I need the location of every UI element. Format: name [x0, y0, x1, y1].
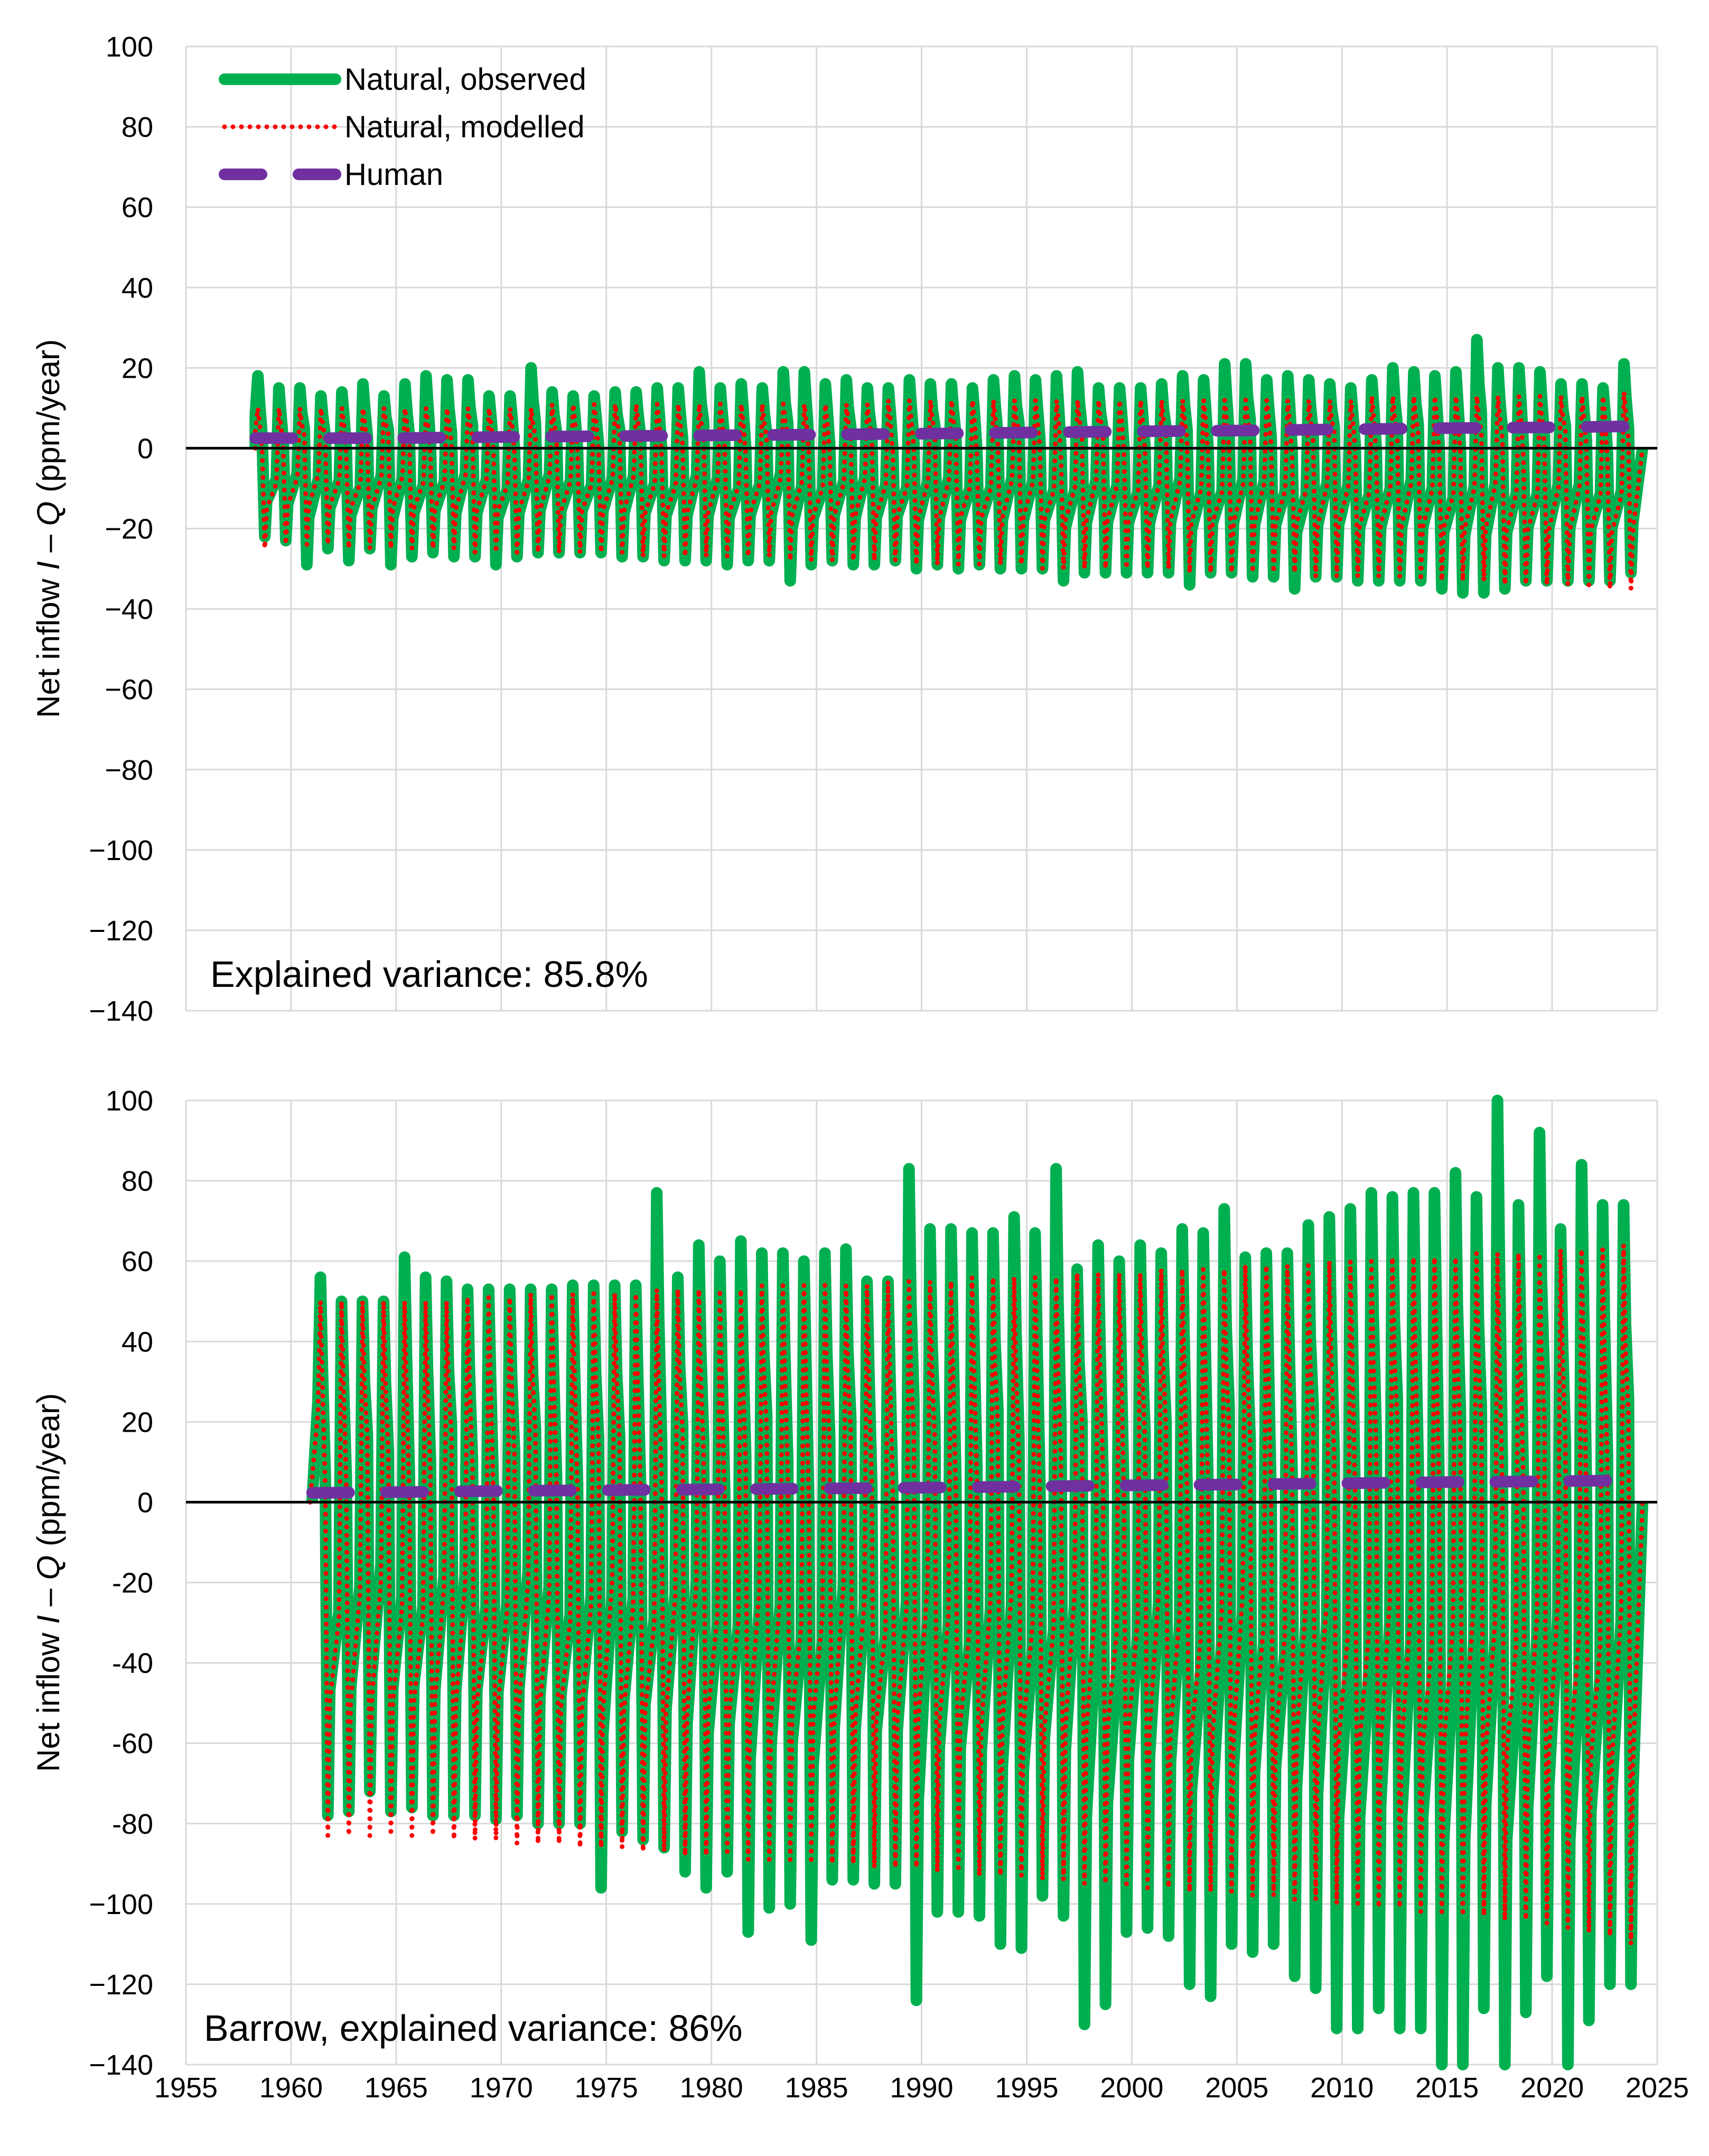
top-chart-annotation: Explained variance: 85.8%	[210, 954, 648, 995]
bottom-chart-x-ticks: 1955 1960 1965 1970 1975 1980 1985 1990 1995 2000…	[154, 2072, 1689, 2104]
legend-label-human: Human	[344, 157, 443, 192]
bottom-x-tick-label: 1970	[470, 2072, 533, 2104]
bottom-y-tick-label: 100	[106, 1085, 153, 1117]
top-y-axis-label-part: (ppm/year)	[31, 339, 66, 501]
top-y-tick-label: 40	[122, 272, 153, 304]
bottom-y-tick-label: -40	[112, 1648, 153, 1679]
bottom-x-tick-label: 1995	[995, 2072, 1058, 2104]
legend-label-observed: Natural, observed	[344, 62, 586, 97]
bottom-y-tick-label: -80	[112, 1808, 153, 1840]
bottom-y-tick-label: -60	[112, 1728, 153, 1760]
top-y-tick-label: 20	[122, 352, 153, 384]
top-y-tick-label: 100	[106, 31, 153, 63]
bottom-x-tick-label: 1990	[890, 2072, 953, 2104]
bottom-x-tick-label: 1965	[365, 2072, 428, 2104]
bottom-y-axis-label-part: (ppm/year)	[31, 1393, 66, 1555]
bottom-x-tick-label: 2015	[1415, 2072, 1479, 2104]
bottom-y-axis-label-part: Q	[31, 1555, 66, 1580]
legend-label-modelled: Natural, modelled	[344, 110, 585, 144]
bottom-x-tick-label: 1980	[680, 2072, 743, 2104]
bottom-y-axis-label-part: –	[31, 1580, 66, 1615]
top-chart-panel: 100 80 60 40 20 0 −20 −40 −60 −80 −100 −120 −140 Net…	[31, 31, 1658, 1027]
top-y-tick-label: −100	[89, 835, 153, 866]
bottom-y-axis-label-part: Net inflow	[31, 1624, 66, 1772]
legend-entry-observed: Natural, observed	[219, 62, 586, 97]
bottom-x-tick-label: 2020	[1520, 2072, 1584, 2104]
top-y-tick-label: −60	[105, 674, 153, 706]
bottom-x-tick-label: 2000	[1100, 2072, 1163, 2104]
bottom-x-tick-label: 1960	[259, 2072, 323, 2104]
top-chart-y-axis-label: Net inflow I – Q (ppm/year)	[31, 339, 66, 718]
legend-entry-modelled: Natural, modelled	[222, 110, 585, 144]
top-y-tick-label: −120	[89, 915, 153, 947]
bottom-x-tick-label: 2010	[1310, 2072, 1374, 2104]
top-chart-series	[249, 334, 1653, 599]
bottom-y-tick-label: 80	[122, 1165, 153, 1197]
bottom-y-tick-label: 20	[122, 1406, 153, 1438]
bottom-y-tick-label: −100	[89, 1889, 153, 1920]
top-y-axis-label-part: I	[31, 561, 66, 570]
bottom-chart-panel: 100 80 60 40 20 0 -20 -40 -60 -80 −100 −120 −140 195…	[31, 1085, 1689, 2104]
bottom-x-tick-label: 1985	[785, 2072, 848, 2104]
bottom-x-tick-label: 1975	[575, 2072, 638, 2104]
bottom-chart-y-axis-label: Net inflow I – Q (ppm/year)	[31, 1393, 66, 1772]
bottom-y-tick-label: −120	[89, 1969, 153, 2001]
bottom-y-tick-label: 40	[122, 1326, 153, 1358]
top-y-axis-label-part: Net inflow	[31, 570, 66, 718]
top-y-tick-label: 80	[122, 111, 153, 143]
top-y-tick-label: −40	[105, 594, 153, 626]
bottom-x-tick-label: 2025	[1626, 2072, 1689, 2104]
top-y-tick-label: 60	[122, 192, 153, 223]
bottom-y-tick-label: −140	[89, 2049, 153, 2081]
bottom-chart-series	[306, 1095, 1649, 2070]
top-y-tick-label: −140	[89, 995, 153, 1027]
top-y-axis-label-part: Q	[31, 501, 66, 526]
bottom-y-axis-label-part: I	[31, 1615, 66, 1624]
top-y-axis-label-part: –	[31, 526, 66, 561]
top-series-human	[249, 420, 1653, 444]
top-y-tick-label: −20	[105, 514, 153, 545]
bottom-y-tick-label: -20	[112, 1567, 153, 1599]
top-y-tick-label: 0	[137, 433, 153, 464]
bottom-x-tick-label: 2005	[1205, 2072, 1268, 2104]
top-chart-legend: Natural, observed Natural, modelled Huma…	[219, 62, 586, 192]
bottom-y-tick-label: 0	[137, 1487, 153, 1518]
bottom-chart-y-ticks: 100 80 60 40 20 0 -20 -40 -60 -80 −100 −120 −140	[89, 1085, 153, 2081]
legend-entry-human: Human	[219, 157, 443, 192]
bottom-y-tick-label: 60	[122, 1246, 153, 1277]
bottom-series-human	[306, 1474, 1649, 1499]
bottom-x-tick-label: 1955	[154, 2072, 218, 2104]
top-y-tick-label: −80	[105, 754, 153, 786]
top-chart-y-ticks: 100 80 60 40 20 0 −20 −40 −60 −80 −100 −120 −140	[89, 31, 153, 1027]
bottom-chart-annotation: Barrow, explained variance: 86%	[204, 2008, 742, 2049]
bottom-series-natural-modelled	[307, 1243, 1645, 1947]
